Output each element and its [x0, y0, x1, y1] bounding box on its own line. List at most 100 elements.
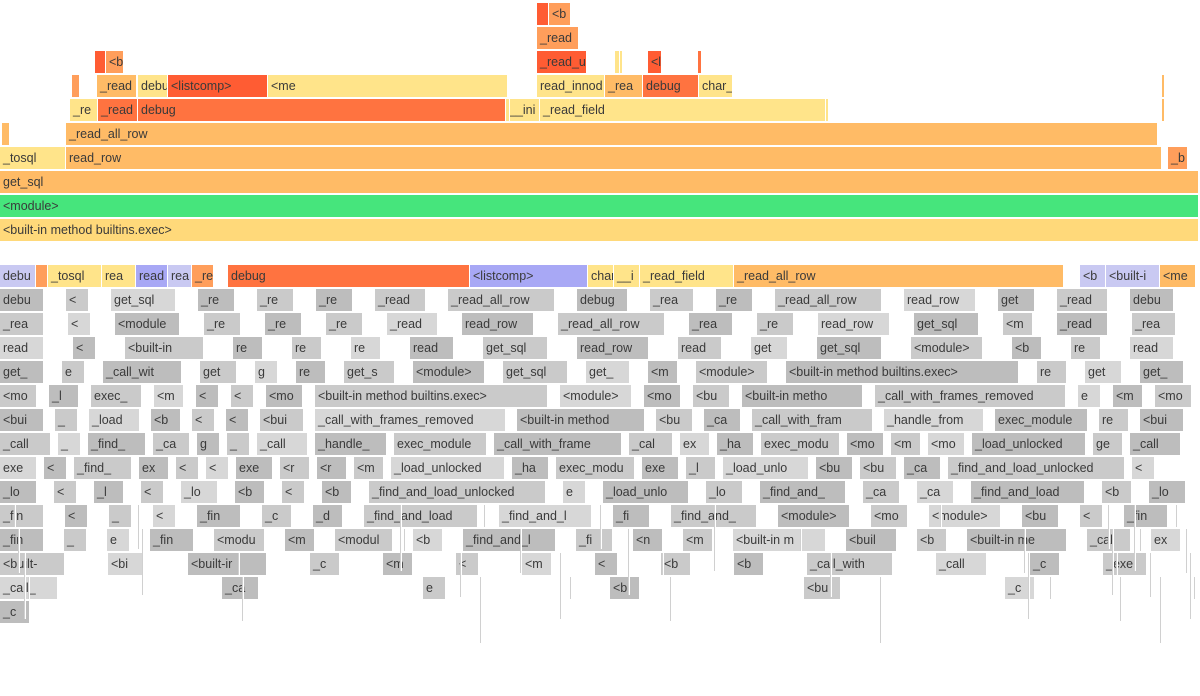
stack-frame[interactable]: <m	[683, 529, 713, 551]
stack-frame-sliver[interactable]	[18, 529, 20, 573]
stack-frame[interactable]: _fin	[197, 505, 241, 527]
stack-frame-sliver[interactable]	[830, 553, 832, 597]
stack-frame[interactable]: _call_with_frames_removed	[875, 385, 1066, 407]
stack-frame[interactable]: _cal	[629, 433, 673, 455]
stack-frame[interactable]: get	[751, 337, 788, 359]
stack-frame[interactable]: <	[176, 457, 199, 479]
stack-column-header[interactable]: char	[588, 265, 614, 287]
stack-frame-sliver[interactable]	[460, 553, 462, 597]
stack-frame-sliver[interactable]	[484, 505, 486, 527]
stack-frame[interactable]: <buil	[846, 529, 897, 551]
stack-frame[interactable]: _load_unlocked	[391, 457, 505, 479]
stack-frame[interactable]: <	[141, 481, 164, 503]
stack-column-header[interactable]: debu	[0, 265, 36, 287]
stack-frame[interactable]: <bui	[260, 409, 304, 431]
flame-frame[interactable]: <b	[549, 3, 571, 25]
flame-frame[interactable]: _read_u	[537, 51, 587, 73]
stack-frame[interactable]: <mo	[644, 385, 681, 407]
stack-frame[interactable]: _find_and_load	[364, 505, 478, 527]
stack-column-header[interactable]: <me	[1160, 265, 1196, 287]
stack-frame-sliver[interactable]	[1150, 553, 1152, 597]
stack-frame[interactable]: read_row	[577, 337, 649, 359]
stack-frame[interactable]: _handle_	[315, 433, 387, 455]
stack-frame[interactable]: _read	[375, 289, 426, 311]
stack-frame-sliver[interactable]	[142, 529, 144, 595]
stack-frame[interactable]: <built-in metho	[742, 385, 863, 407]
stack-frame[interactable]: <m	[1003, 313, 1033, 335]
stack-frame[interactable]: <	[73, 337, 96, 359]
stack-frame[interactable]: _d	[313, 505, 343, 527]
stack-frame[interactable]: e	[107, 529, 130, 551]
stack-frame[interactable]: read_row	[818, 313, 890, 335]
stack-frame[interactable]: <mo	[0, 385, 37, 407]
stack-frame-sliver[interactable]	[880, 577, 882, 643]
stack-frame[interactable]: _lo	[0, 481, 37, 503]
stack-frame-sliver[interactable]	[1112, 529, 1114, 595]
stack-frame[interactable]: _ca	[704, 409, 741, 431]
stack-frame[interactable]: ex	[680, 433, 710, 455]
stack-frame[interactable]: <b	[413, 529, 443, 551]
stack-frame[interactable]: get	[1085, 361, 1122, 383]
stack-frame[interactable]: _read_all_row	[448, 289, 555, 311]
stack-frame[interactable]: <module>	[911, 337, 983, 359]
flame-frame[interactable]: read_row	[66, 147, 1162, 169]
stack-frame[interactable]: _call	[936, 553, 987, 575]
stack-column-header[interactable]: _read_field	[640, 265, 734, 287]
stack-frame[interactable]: <module>	[413, 361, 485, 383]
flame-frame[interactable]: debu	[138, 75, 168, 97]
stack-frame[interactable]: <module	[115, 313, 180, 335]
stack-frame[interactable]: _re	[316, 289, 353, 311]
flame-frame[interactable]	[537, 3, 549, 25]
flame-frame[interactable]: _read	[537, 27, 579, 49]
stack-frame[interactable]: <built-in method builtins.exec>	[315, 385, 548, 407]
stack-frame[interactable]: exec_module	[995, 409, 1088, 431]
stack-frame[interactable]: _find_and_l	[499, 505, 592, 527]
stack-frame[interactable]: _ha	[717, 433, 754, 455]
stack-frame[interactable]: _re	[326, 313, 363, 335]
stack-frame[interactable]: _c	[0, 601, 30, 623]
stack-frame[interactable]: _call_with_frame	[494, 433, 622, 455]
stack-frame[interactable]: e	[1078, 385, 1101, 407]
stack-frame[interactable]: <built-in method	[517, 409, 645, 431]
stack-frame[interactable]: <	[196, 385, 219, 407]
stack-frame[interactable]: read	[410, 337, 454, 359]
stack-frame[interactable]: _ha	[512, 457, 549, 479]
stack-frame[interactable]: <mo	[871, 505, 908, 527]
stack-frame[interactable]: <bui	[0, 409, 44, 431]
stack-frame[interactable]: _l	[94, 481, 124, 503]
stack-frame[interactable]: re	[1037, 361, 1067, 383]
flame-frame[interactable]: _read_field	[540, 99, 826, 121]
stack-column-header[interactable]: <b	[1080, 265, 1106, 287]
flame-frame-sliver[interactable]	[826, 99, 829, 121]
stack-frame[interactable]: <n	[633, 529, 663, 551]
stack-frame[interactable]: _exe	[1103, 553, 1147, 575]
flame-frame[interactable]: _tosql	[0, 147, 66, 169]
flame-frame[interactable]: <built-in method builtins.exec>	[0, 219, 1199, 241]
stack-frame-sliver[interactable]	[28, 577, 30, 599]
stack-frame[interactable]: <built-in	[125, 337, 204, 359]
stack-frame-sliver[interactable]	[1028, 553, 1030, 619]
stack-frame[interactable]: _re	[198, 289, 235, 311]
stack-frame[interactable]: <	[206, 457, 229, 479]
stack-column-header[interactable]: rea	[168, 265, 192, 287]
flame-frame[interactable]: _rea	[605, 75, 643, 97]
stack-frame[interactable]: <	[1132, 457, 1155, 479]
flame-frame[interactable]: read_innod	[537, 75, 605, 97]
stack-frame[interactable]: _lo	[181, 481, 218, 503]
stack-frame[interactable]: _load	[89, 409, 140, 431]
stack-frame[interactable]: <module>	[929, 505, 1001, 527]
stack-frame[interactable]: <built-ir	[188, 553, 267, 575]
stack-frame[interactable]: _read	[1057, 289, 1108, 311]
stack-frame[interactable]: <bui	[1140, 409, 1184, 431]
stack-frame[interactable]: exe	[236, 457, 273, 479]
stack-frame[interactable]: <module>	[696, 361, 768, 383]
flame-frame[interactable]: _read_all_row	[66, 123, 1158, 145]
stack-frame-sliver[interactable]	[670, 577, 672, 621]
stack-frame[interactable]: _re	[716, 289, 753, 311]
stack-frame[interactable]: re	[1071, 337, 1101, 359]
stack-frame[interactable]: get_s	[344, 361, 395, 383]
stack-frame[interactable]: <m	[154, 385, 184, 407]
stack-frame[interactable]: <m	[383, 553, 413, 575]
stack-column-header[interactable]: _read_all_row	[734, 265, 1064, 287]
stack-column-header[interactable]: rea	[102, 265, 136, 287]
